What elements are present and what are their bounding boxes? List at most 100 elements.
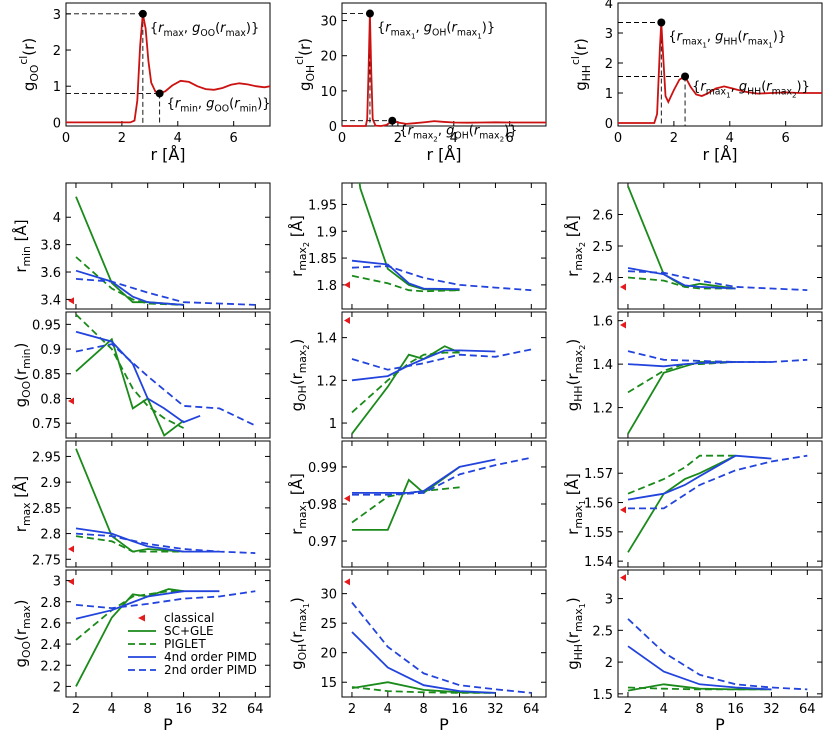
x-tick-label: 32 <box>211 702 228 717</box>
plot-frame <box>617 182 823 310</box>
plot-frame <box>341 569 547 698</box>
y-axis-label: gOHcl(r) <box>293 38 317 91</box>
extremum-annotation: {rmin, gOO(rmin)} <box>167 96 271 114</box>
x-tick-label: 8 <box>420 702 428 717</box>
y-tick-label: 1.4 <box>592 358 613 373</box>
x-tick-label: 4 <box>660 702 668 717</box>
series-line-piglet <box>627 686 772 691</box>
rdf-curve <box>618 22 822 124</box>
x-tick-label: 2 <box>348 702 356 717</box>
series-line-piglet <box>351 686 496 694</box>
y-tick-label: 1.85 <box>308 252 337 267</box>
legend-item-classical: classical <box>138 611 214 625</box>
plot-frame <box>341 440 547 568</box>
y-tick-label: 3 <box>605 593 613 608</box>
y-tick-label: 0.97 <box>308 535 337 550</box>
classical-marker <box>344 578 350 586</box>
classical-marker <box>68 545 74 553</box>
y-tick-label: 1.8 <box>316 279 337 294</box>
classical-marker <box>68 397 74 405</box>
y-tick-label: 0.99 <box>308 461 337 476</box>
y-tick-label: 2.5 <box>592 240 613 255</box>
plot-frame <box>65 182 271 310</box>
x-tick-label: 2 <box>118 131 126 146</box>
chart-rmin_OO: 3.4 3.6 3.8 4 rmin [Å] <box>11 182 271 310</box>
chart-grmax1_HH: 2 4 8 16 32 64 P 1.5 2 2.5 3 gHH(rmax1) <box>564 569 823 733</box>
chart-grmax2_HH: 1.2 1.4 1.6 gHH(rmax2) <box>564 311 823 439</box>
x-tick-label: 16 <box>727 702 744 717</box>
y-tick-label: 3 <box>605 27 613 42</box>
series-line-2nd-order-pimd <box>627 350 808 363</box>
y-tick-label: 2.95 <box>32 450 61 465</box>
x-tick-label: 6 <box>506 131 514 146</box>
series-line-4th-order-pimd <box>627 645 772 691</box>
y-tick-label: 30 <box>320 15 337 30</box>
extremum-point <box>138 9 147 18</box>
x-tick-label: 16 <box>451 702 468 717</box>
y-axis-label: gHHcl(r) <box>569 38 593 91</box>
x-tick-label: 4 <box>726 131 734 146</box>
classical-marker <box>620 574 626 582</box>
y-tick-label: 0.85 <box>32 368 61 383</box>
legend-label: PIGLET <box>164 637 206 651</box>
classical-marker <box>620 283 626 291</box>
x-tick-label: 8 <box>144 702 152 717</box>
series-line-4th-order-pimd <box>75 527 220 553</box>
series-line-4th-order-pimd <box>75 590 220 620</box>
chart-grmax1_OH: 2 4 8 16 32 64 P 15 20 25 30 gOH(rmax1) <box>288 569 547 733</box>
y-tick-label: 15 <box>320 676 337 691</box>
legend-label: 2nd order PIMD <box>164 663 257 677</box>
y-tick-label: 2.8 <box>40 596 61 611</box>
series-line-sc-gle <box>627 454 736 553</box>
chart-grmax_OO: 2 4 8 16 32 64 P 2 2.2 2.4 2.6 2.8 3 gOO(rmax) <box>12 569 271 733</box>
extremum-annotation: {rmax2, gOH(rmax2)} <box>399 124 517 144</box>
y-tick-label: 2 <box>53 44 61 59</box>
series-line-4th-order-pimd <box>351 259 460 291</box>
y-axis-label: gHH(rmax1) <box>564 597 587 669</box>
chart-rdf_OH: 0 2 4 6 0 10 20 30 r [Å] gOHcl(r) {rmax1, gOH(rmax… <box>293 2 547 164</box>
x-axis-label: P <box>439 715 449 733</box>
y-tick-label: 4 <box>605 0 613 12</box>
y-tick-label: 0 <box>605 117 613 132</box>
x-tick-label: 2 <box>394 131 402 146</box>
chart-grmin_OO: 0.75 0.8 0.85 0.9 0.95 gOO(rmin) <box>12 311 271 439</box>
x-axis-label: P <box>163 715 173 733</box>
series-line-4th-order-pimd <box>351 631 496 694</box>
series-line-4th-order-pimd <box>75 269 184 306</box>
plot-frame <box>617 2 823 127</box>
y-tick-label: 2 <box>605 656 613 671</box>
x-tick-label: 4 <box>108 702 116 717</box>
series-line-4th-order-pimd <box>627 454 772 501</box>
chart-rdf_OO: 0 2 4 6 0 1 2 3 r [Å] gOOcl(r) {rmax, gOO(rmax)} {r… <box>17 2 271 164</box>
series-line-sc-gle <box>627 361 736 435</box>
series-line-piglet <box>75 256 184 306</box>
x-tick-label: 4 <box>384 702 392 717</box>
y-tick-label: 2 <box>53 680 61 695</box>
y-tick-label: 0 <box>53 116 61 131</box>
series-line-piglet <box>627 276 736 290</box>
legend-label: classical <box>164 611 214 625</box>
y-tick-label: 2.4 <box>592 272 613 287</box>
y-tick-label: 3.4 <box>40 293 61 308</box>
y-tick-label: 2.6 <box>592 209 613 224</box>
x-tick-label: 2 <box>670 131 678 146</box>
y-tick-label: 1.2 <box>592 402 613 417</box>
chart-rmax2_OH: 1.8 1.85 1.9 1.95 rmax2 [Å] <box>287 182 547 310</box>
extremum-point <box>155 89 164 98</box>
y-tick-label: 1.54 <box>584 555 613 570</box>
y-tick-label: 3.6 <box>40 266 61 281</box>
y-tick-label: 10 <box>320 85 337 100</box>
x-tick-label: 32 <box>763 702 780 717</box>
y-tick-label: 2 <box>605 57 613 72</box>
x-tick-label: 8 <box>696 702 704 717</box>
plot-frame <box>65 569 271 698</box>
chart-rmax2_HH: 2.4 2.5 2.6 rmax2 [Å] <box>563 182 823 310</box>
y-tick-label: 0.75 <box>32 417 61 432</box>
plot-frame <box>617 440 823 568</box>
x-axis-label: r [Å] <box>150 145 185 164</box>
y-axis-label: gOO(rmax) <box>12 600 33 668</box>
plot-frame <box>65 2 271 127</box>
plot-frame <box>65 440 271 568</box>
